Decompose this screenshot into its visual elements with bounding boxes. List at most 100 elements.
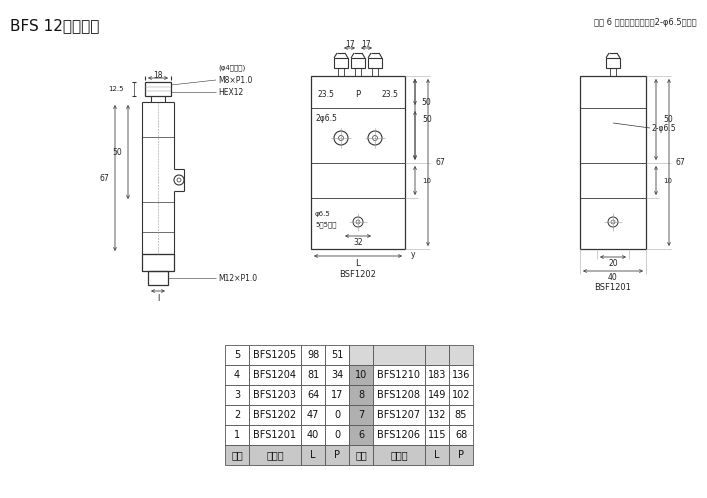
Text: HEX12: HEX12: [218, 88, 243, 97]
Bar: [372, 68, 378, 76]
Bar: [449, 445, 473, 465]
Text: 50: 50: [663, 115, 673, 124]
Bar: [325, 425, 349, 445]
Text: 注） 6 口以上の取付稴は2-φ6.5です。: 注） 6 口以上の取付稴は2-φ6.5です。: [595, 18, 697, 27]
Text: BFS1201: BFS1201: [254, 430, 296, 440]
Text: 20: 20: [608, 258, 618, 267]
Text: l: l: [157, 293, 159, 302]
Text: 5口5まで: 5口5まで: [315, 222, 337, 228]
Bar: [225, 425, 249, 445]
Bar: [142, 254, 174, 271]
Bar: [373, 425, 425, 445]
Text: 149: 149: [428, 390, 446, 400]
Bar: [349, 425, 373, 445]
Text: L: L: [310, 450, 316, 460]
Text: 50: 50: [112, 147, 122, 156]
Text: BSF1202: BSF1202: [339, 269, 376, 278]
Text: 85: 85: [455, 410, 467, 420]
Bar: [249, 445, 301, 465]
Text: BFS1202: BFS1202: [253, 410, 296, 420]
Bar: [249, 345, 301, 365]
Bar: [325, 345, 349, 365]
Text: L: L: [434, 450, 440, 460]
Text: 136: 136: [452, 370, 470, 380]
Text: 115: 115: [428, 430, 446, 440]
Text: 0: 0: [334, 430, 340, 440]
Bar: [349, 445, 373, 465]
Text: 47: 47: [307, 410, 319, 420]
Bar: [425, 365, 449, 385]
Text: 81: 81: [307, 370, 319, 380]
Bar: [301, 425, 325, 445]
Bar: [249, 385, 301, 405]
Bar: [373, 365, 425, 385]
Bar: [349, 385, 373, 405]
Text: 67: 67: [99, 173, 109, 182]
Text: 98: 98: [307, 350, 319, 360]
Text: 50: 50: [421, 98, 431, 107]
Bar: [351, 58, 365, 68]
Text: 12.5: 12.5: [108, 86, 124, 92]
Text: 51: 51: [331, 350, 343, 360]
Text: BSF1201: BSF1201: [595, 282, 631, 291]
Bar: [301, 345, 325, 365]
Bar: [301, 405, 325, 425]
Text: 17: 17: [361, 39, 370, 48]
Bar: [449, 365, 473, 385]
Bar: [301, 365, 325, 385]
Text: 132: 132: [428, 410, 446, 420]
Text: 3: 3: [234, 390, 240, 400]
Text: 183: 183: [428, 370, 446, 380]
Text: 18: 18: [153, 71, 163, 80]
Bar: [373, 385, 425, 405]
Bar: [580, 76, 646, 249]
Text: 0: 0: [334, 410, 340, 420]
Text: 7: 7: [358, 410, 364, 420]
Bar: [311, 76, 405, 249]
Text: 5: 5: [234, 350, 240, 360]
Bar: [373, 405, 425, 425]
Text: φ6.5: φ6.5: [315, 211, 331, 217]
Bar: [349, 405, 373, 425]
Text: 口数: 口数: [355, 450, 367, 460]
Text: M8×P1.0: M8×P1.0: [218, 76, 252, 85]
Text: 10: 10: [422, 177, 431, 183]
Text: BFS1204: BFS1204: [254, 370, 296, 380]
Text: 型　式: 型 式: [267, 450, 284, 460]
Text: BFS1207: BFS1207: [378, 410, 421, 420]
Text: 10: 10: [663, 177, 672, 183]
Text: BFS1210: BFS1210: [378, 370, 421, 380]
Text: 34: 34: [331, 370, 343, 380]
Text: BFS 12型寸法図: BFS 12型寸法図: [10, 18, 100, 33]
Text: 64: 64: [307, 390, 319, 400]
Text: 型　式: 型 式: [390, 450, 408, 460]
Bar: [325, 445, 349, 465]
Bar: [368, 58, 382, 68]
Bar: [225, 365, 249, 385]
Text: 23.5: 23.5: [382, 90, 399, 99]
Text: 10: 10: [355, 370, 367, 380]
Text: 67: 67: [435, 158, 445, 167]
Bar: [425, 445, 449, 465]
Bar: [301, 385, 325, 405]
Text: y: y: [411, 249, 415, 258]
Text: P: P: [458, 450, 464, 460]
Text: 50: 50: [422, 115, 432, 124]
Bar: [225, 405, 249, 425]
Bar: [449, 385, 473, 405]
Text: (φ4配管用): (φ4配管用): [218, 65, 245, 71]
Text: 2-φ6.5: 2-φ6.5: [651, 124, 676, 132]
Text: BFS1206: BFS1206: [378, 430, 421, 440]
Text: 40: 40: [307, 430, 319, 440]
Text: 17: 17: [331, 390, 343, 400]
Text: 102: 102: [452, 390, 470, 400]
Bar: [449, 345, 473, 365]
Bar: [249, 365, 301, 385]
Text: 1: 1: [234, 430, 240, 440]
Bar: [373, 345, 425, 365]
Text: 40: 40: [608, 272, 618, 281]
Bar: [449, 405, 473, 425]
Bar: [610, 68, 616, 76]
Bar: [334, 58, 348, 68]
Bar: [355, 68, 361, 76]
